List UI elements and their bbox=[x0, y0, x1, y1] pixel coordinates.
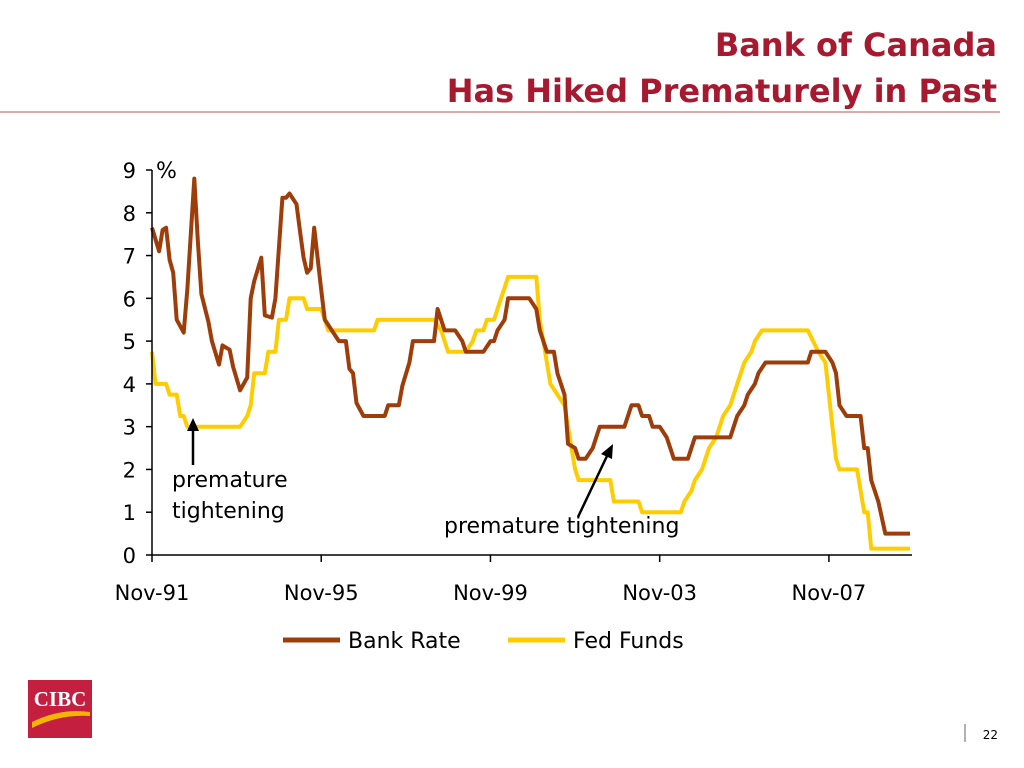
y-tick-label: 5 bbox=[123, 330, 136, 354]
series-line bbox=[150, 176, 910, 536]
annotation: premature bbox=[172, 468, 288, 493]
arrow-head bbox=[601, 444, 613, 459]
x-tick-label: Nov-91 bbox=[115, 581, 190, 605]
legend: Bank Rate Fed Funds bbox=[283, 629, 684, 654]
legend-label: Bank Rate bbox=[348, 629, 461, 654]
logo: CIBC bbox=[28, 680, 92, 738]
annotation: premature tightening bbox=[444, 514, 679, 539]
y-tick-label: 7 bbox=[123, 245, 136, 269]
x-tick-label: Nov-99 bbox=[453, 581, 528, 605]
y-tick-label: 2 bbox=[123, 458, 136, 482]
legend-label: Fed Funds bbox=[573, 629, 684, 654]
x-tick-label: Nov-03 bbox=[622, 581, 697, 605]
page-number: 22 bbox=[983, 728, 998, 742]
title-line: Has Hiked Prematurely in Past bbox=[447, 72, 997, 110]
y-tick-label: 0 bbox=[123, 544, 136, 568]
x-tick-label: Nov-95 bbox=[284, 581, 359, 605]
y-axis-label: % bbox=[156, 159, 177, 184]
y-tick-label: 1 bbox=[123, 501, 136, 525]
plot bbox=[150, 176, 910, 551]
annotation: tightening bbox=[172, 499, 285, 524]
y-tick-label: 6 bbox=[123, 287, 136, 311]
logo-box bbox=[28, 680, 92, 738]
y-tick-label: 3 bbox=[123, 416, 136, 440]
y-tick-label: 9 bbox=[123, 159, 136, 183]
title-line: Bank of Canada bbox=[715, 26, 997, 64]
y-tick-label: 8 bbox=[123, 202, 136, 226]
logo-text: CIBC bbox=[34, 687, 87, 711]
logo-swoosh bbox=[32, 711, 90, 728]
y-tick-label: 4 bbox=[123, 373, 136, 397]
x-tick-label: Nov-07 bbox=[792, 581, 867, 605]
arrow-head bbox=[187, 418, 199, 431]
annotation-arrow bbox=[576, 455, 609, 518]
